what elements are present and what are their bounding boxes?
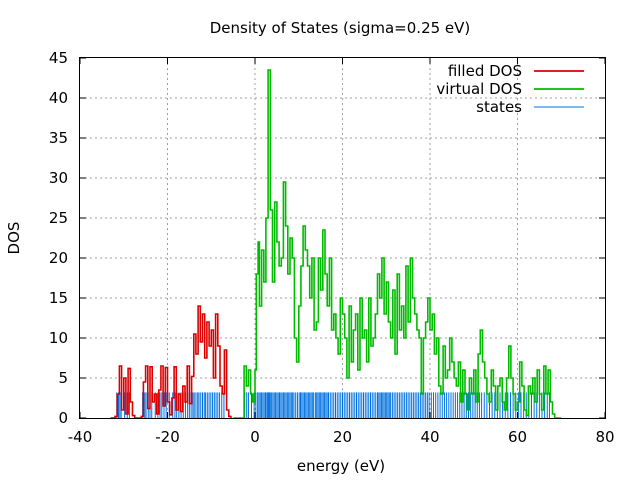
y-tick-label: 5 (58, 369, 68, 387)
x-axis-label: energy (eV) (297, 457, 385, 475)
x-tick-label: 40 (420, 428, 439, 446)
axis-tick-labels: -40 -20 0 20 40 60 80 0 5 10 15 20 25 30 35 40 45 (49, 49, 615, 446)
y-tick-label: 35 (49, 129, 68, 147)
x-tick-label: 0 (250, 428, 260, 446)
x-tick-label: 20 (333, 428, 352, 446)
y-tick-label: 10 (49, 329, 68, 347)
x-tick-label: 80 (595, 428, 614, 446)
legend-label-filled-dos: filled DOS (448, 62, 522, 80)
legend-label-virtual-dos: virtual DOS (436, 80, 522, 98)
virtual-dos-line (233, 69, 562, 419)
legend-label-states: states (476, 98, 522, 116)
x-tick-label: -40 (68, 428, 93, 446)
y-tick-label: 40 (49, 89, 68, 107)
y-tick-label: 25 (49, 209, 68, 227)
filled-dos-line (110, 305, 232, 419)
y-tick-label: 15 (49, 289, 68, 307)
x-tick-label: 60 (508, 428, 527, 446)
plot-frame (79, 57, 606, 419)
x-tick-label: -20 (155, 428, 180, 446)
y-tick-label: 30 (49, 169, 68, 187)
plot-area (110, 69, 562, 419)
y-tick-label: 0 (58, 409, 68, 427)
y-tick-label: 45 (49, 49, 68, 67)
chart-title: Density of States (sigma=0.25 eV) (210, 19, 471, 37)
y-tick-label: 20 (49, 249, 68, 267)
legend: filled DOS virtual DOS states (436, 62, 584, 116)
y-axis-label: DOS (5, 222, 23, 255)
